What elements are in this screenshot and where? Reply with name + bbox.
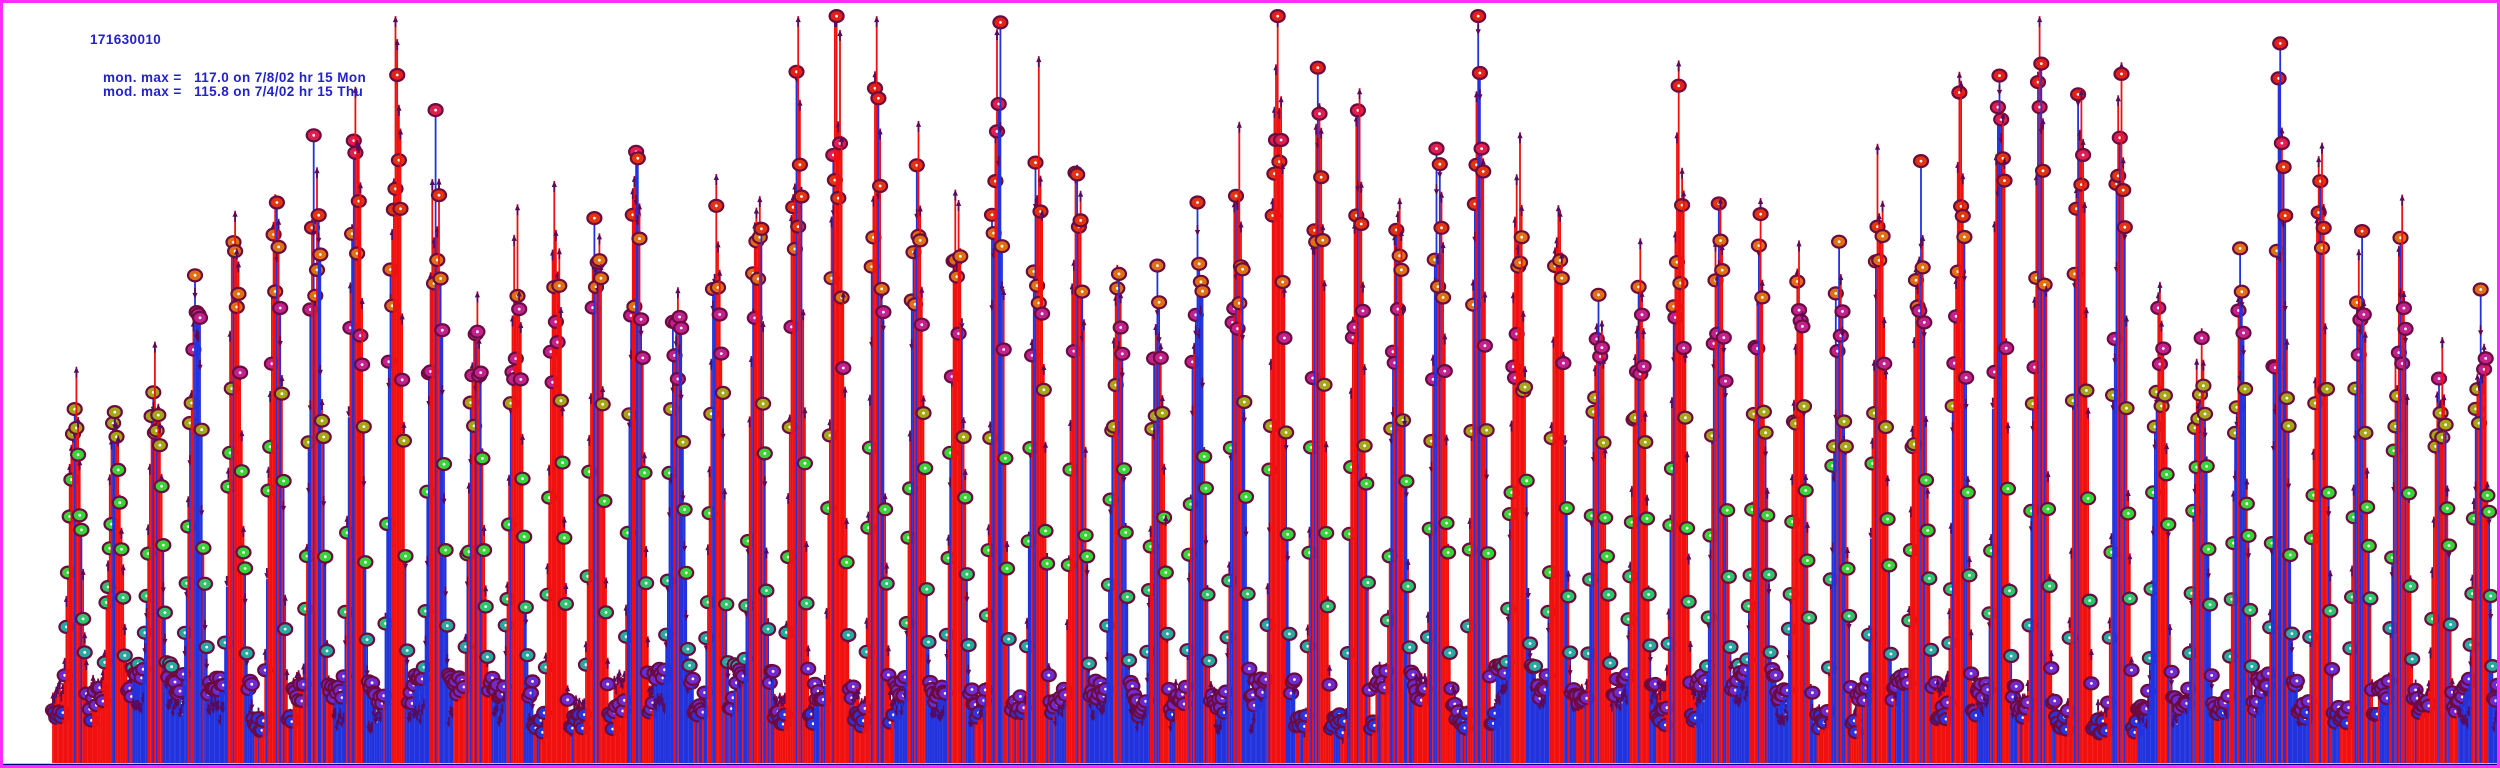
needle-plot-canvas — [3, 9, 2497, 765]
site-id-title: 171630010 — [90, 32, 162, 47]
model-max-annotation: mod. max = 115.8 on 7/4/02 hr 15 Thu — [103, 84, 364, 99]
monitor-max-annotation: mon. max = 117.0 on 7/8/02 hr 15 Mon — [103, 70, 367, 85]
needle-series — [3, 9, 2497, 765]
